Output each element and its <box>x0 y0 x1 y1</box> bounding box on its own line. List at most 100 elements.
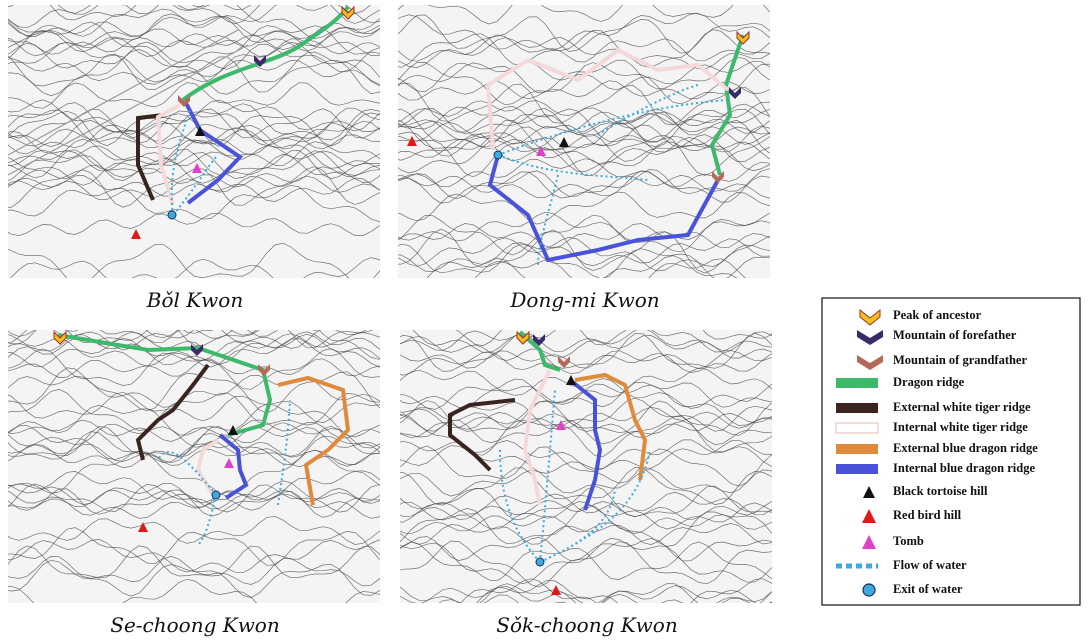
contour-line <box>8 330 258 337</box>
contours <box>8 5 380 278</box>
contour-line <box>8 403 380 438</box>
legend-label: Mountain of grandfather <box>893 353 1027 367</box>
legend-label: External blue dragon ridge <box>893 441 1038 455</box>
contour-line <box>8 99 380 135</box>
map-panel: Se-choong Kwon <box>8 330 380 637</box>
contour-line <box>8 391 380 424</box>
contour-line <box>398 14 770 54</box>
contour-line <box>476 580 772 603</box>
contour-line <box>400 376 772 409</box>
contour-line <box>400 467 772 506</box>
legend-label: Internal white tiger ridge <box>893 420 1028 434</box>
map-panel: Bǒl Kwon <box>8 5 380 312</box>
contour-line <box>400 406 772 429</box>
legend-label: Red bird hill <box>893 508 962 522</box>
contour-line <box>400 514 772 535</box>
contour-line <box>398 29 770 68</box>
panel-caption: Se-choong Kwon <box>110 613 279 637</box>
contour-line <box>8 5 380 29</box>
contour-line <box>8 422 380 449</box>
contour-line <box>8 49 380 97</box>
contour-line <box>426 255 738 278</box>
contour-line <box>8 488 380 518</box>
contour-line <box>8 545 380 579</box>
contour-line <box>400 491 772 516</box>
contour-line <box>398 258 747 278</box>
internal-blue-dragon-ridge <box>184 102 244 205</box>
contour-line <box>9 257 380 278</box>
contour-line <box>8 41 380 73</box>
contour-line <box>400 378 772 410</box>
contour-line <box>400 367 772 404</box>
legend-label: Black tortoise hill <box>893 484 988 498</box>
contour-line <box>8 148 380 179</box>
contour-line <box>8 483 380 513</box>
legend-label: Peak of ancestor <box>893 308 982 322</box>
contour-line <box>400 400 772 436</box>
legend-label: Tomb <box>893 534 924 548</box>
map-panel: Sǒk-choong Kwon <box>400 330 772 637</box>
contour-line <box>398 237 770 267</box>
contour-line <box>8 5 380 39</box>
contours <box>400 330 772 603</box>
contour-line <box>398 191 770 225</box>
contour-line <box>8 348 380 390</box>
contour-line <box>8 374 380 408</box>
contour-line <box>8 184 380 222</box>
contour-line <box>400 585 772 603</box>
contour-line <box>398 243 770 278</box>
legend-label: Mountain of forefather <box>893 328 1017 342</box>
dragon-ridge <box>709 34 745 176</box>
contour-line <box>8 555 380 587</box>
legend: Peak of ancestor Mountain of forefather Mo… <box>821 297 1081 606</box>
contour-line <box>400 335 772 361</box>
contour-line <box>8 358 380 378</box>
contour-line <box>8 21 380 47</box>
panel-caption: Bǒl Kwon <box>146 288 243 312</box>
legend-label: External white tiger ridge <box>893 400 1031 414</box>
panel-caption: Sǒk-choong Kwon <box>496 613 677 637</box>
contour-line <box>398 5 770 25</box>
contour-line <box>398 103 770 147</box>
contour-line <box>8 13 380 53</box>
contour-line <box>398 119 770 154</box>
legend-label: Exit of water <box>893 582 963 596</box>
contour-line <box>400 541 772 582</box>
dragon-ridge <box>181 5 350 102</box>
contour-line <box>8 425 380 463</box>
contour-line <box>8 128 380 172</box>
contour-line <box>400 536 772 562</box>
contour-line <box>8 164 380 188</box>
contour-line <box>398 108 770 136</box>
contour-line <box>8 175 380 197</box>
contour-line <box>398 211 770 242</box>
contour-line <box>398 37 770 70</box>
contour-line <box>398 82 770 126</box>
contour-line <box>8 102 380 142</box>
contour-line <box>8 82 380 109</box>
contour-line <box>400 468 772 497</box>
contour-line <box>8 138 380 167</box>
contour-line <box>400 412 772 439</box>
contour-line <box>398 214 770 256</box>
map-panel: Dong-mi Kwon <box>398 5 770 312</box>
contour-line <box>412 330 772 353</box>
contour-line <box>8 527 380 566</box>
contour-line <box>398 80 770 101</box>
panel-caption: Dong-mi Kwon <box>509 288 659 312</box>
contour-line <box>8 431 380 465</box>
contour-line <box>455 330 772 347</box>
contour-line <box>57 5 371 14</box>
legend-label: Internal blue dragon ridge <box>893 461 1035 475</box>
contour-line <box>99 330 380 344</box>
contour-line <box>398 223 770 249</box>
contour-line <box>398 111 770 134</box>
contour-line <box>400 583 772 603</box>
contour-line <box>8 419 380 442</box>
contour-line <box>8 107 380 147</box>
contour-line <box>398 62 770 106</box>
contour-line <box>400 523 772 545</box>
contour-line <box>8 145 380 167</box>
contour-line <box>398 135 770 178</box>
